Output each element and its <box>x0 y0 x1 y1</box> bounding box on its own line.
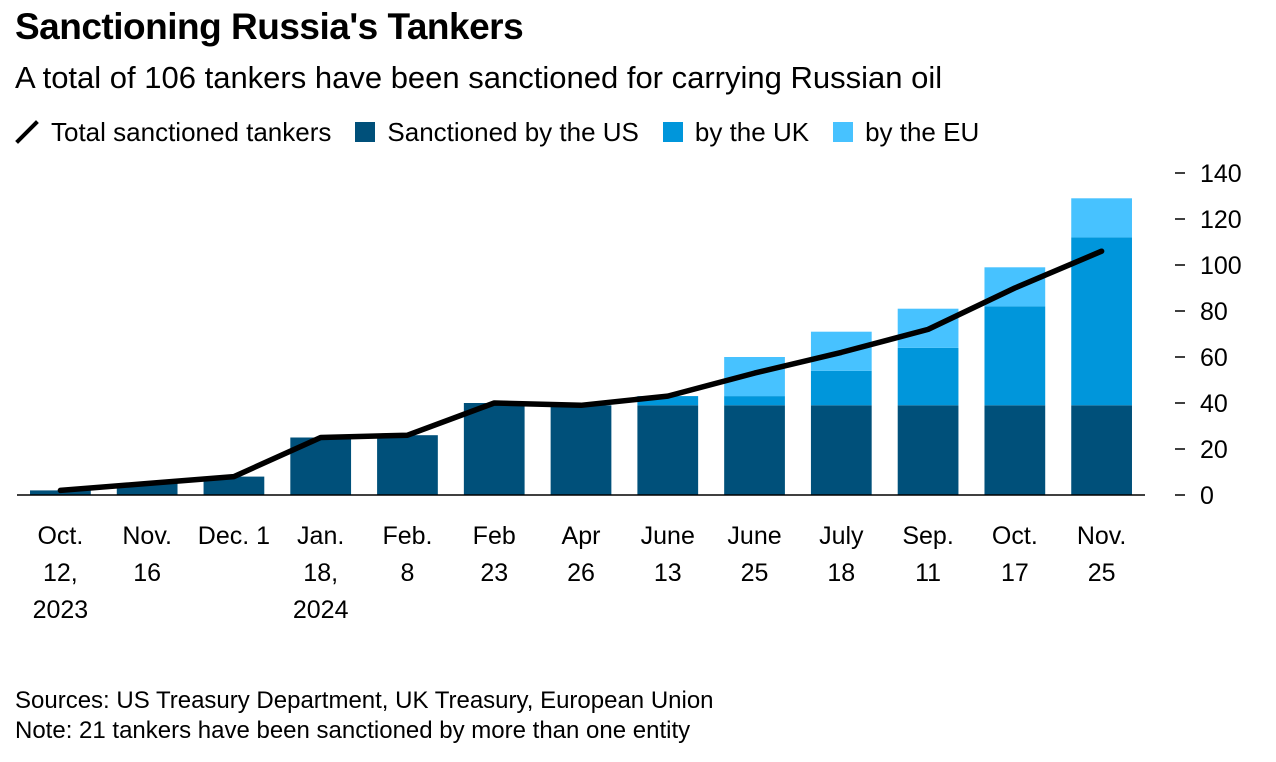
y-tick-label-80: 80 <box>1200 298 1228 326</box>
stacked-bar-chart: 0 20 40 60 80 100 120 140 Oct. 12, 2023 Nov. 16 Dec. … <box>17 160 1242 624</box>
legend-label-eu: by the EU <box>865 116 980 147</box>
bar-uk-9 <box>810 370 872 406</box>
x-tick-label-0-1: 12, <box>43 559 78 587</box>
bar-us-6 <box>550 405 612 495</box>
legend-item-total: Total sanctioned tankers <box>15 117 331 148</box>
legend-label-us: Sanctioned by the US <box>387 116 639 147</box>
y-tick-label-100: 100 <box>1200 252 1242 280</box>
x-tick-label-0-0: Oct. <box>37 522 83 550</box>
x-tick-label-3-0: Jan. <box>297 522 344 550</box>
bar-us-12 <box>1071 405 1132 495</box>
x-tick-label-8-0: June <box>727 522 781 550</box>
bar-us-1 <box>116 483 178 495</box>
chart-subtitle: A total of 106 tankers have been sanctio… <box>15 60 943 95</box>
x-tick-label-6-0: Apr <box>562 522 601 550</box>
bar-us-4 <box>377 435 438 495</box>
legend-label-total: Total sanctioned tankers <box>51 116 332 147</box>
x-tick-label-2-0: Dec. 1 <box>198 522 270 550</box>
x-tick-label-12-1: 25 <box>1088 559 1116 587</box>
x-tick-label-4-0: Feb. <box>382 522 432 550</box>
x-tick-label-11-1: 17 <box>1001 559 1029 587</box>
total-sanctioned-line <box>57 248 1105 494</box>
y-tick-label-120: 120 <box>1200 206 1242 234</box>
y-tick-label-20: 20 <box>1200 436 1228 464</box>
chart-title: Sanctioning Russia's Tankers <box>15 6 524 47</box>
x-tick-label-9-1: 18 <box>827 559 855 587</box>
x-tick-label-1-0: Nov. <box>122 522 172 550</box>
bar-uk-11 <box>984 306 1046 406</box>
x-tick-label-6-1: 26 <box>567 559 595 587</box>
x-tick-label-4-1: 8 <box>401 559 415 587</box>
bar-uk-8 <box>724 396 785 406</box>
x-tick-label-1-1: 16 <box>133 559 161 587</box>
bar-us-5 <box>463 403 525 495</box>
bar-eu-12 <box>1071 198 1132 238</box>
legend-swatch-uk <box>662 122 683 142</box>
x-tick-label-7-1: 13 <box>654 559 682 587</box>
x-tick-label-0-2: 2023 <box>33 596 89 624</box>
x-tick-label-10-0: Sep. <box>902 522 953 550</box>
legend-label-uk: by the UK <box>694 116 810 147</box>
x-tick-label-9-0: July <box>819 522 864 550</box>
x-tick-label-5-0: Feb <box>473 522 516 550</box>
y-tick-label-60: 60 <box>1200 344 1228 372</box>
y-tick-label-40: 40 <box>1200 390 1228 418</box>
bar-us-7 <box>637 405 699 495</box>
sources-note: Sources: US Treasury Department, UK Trea… <box>15 687 714 714</box>
y-tick-label-0: 0 <box>1200 482 1214 510</box>
bar-uk-12 <box>1071 237 1132 406</box>
x-tick-label-8-1: 25 <box>741 559 769 587</box>
x-tick-label-3-1: 18, <box>303 559 338 587</box>
x-tick-label-3-2: 2024 <box>293 596 349 624</box>
legend: Total sanctioned tankers Sanctioned by t… <box>15 115 1003 149</box>
x-tick-label-7-0: June <box>641 522 695 550</box>
x-tick-label-5-1: 23 <box>480 559 508 587</box>
bar-uk-7 <box>637 396 699 406</box>
bar-us-10 <box>897 405 959 495</box>
footnote: Note: 21 tankers have been sanctioned by… <box>15 717 691 744</box>
bar-us-8 <box>724 405 785 495</box>
bar-us-9 <box>810 405 872 495</box>
x-tick-label-10-1: 11 <box>915 559 941 587</box>
legend-swatch-us <box>355 122 376 142</box>
x-tick-label-12-0: Nov. <box>1077 522 1127 550</box>
y-tick-label-140: 140 <box>1200 160 1242 188</box>
bar-uk-10 <box>897 347 959 406</box>
bar-us-2 <box>203 476 265 495</box>
legend-item-us: Sanctioned by the US <box>355 117 639 148</box>
line-series-icon <box>15 120 39 144</box>
legend-item-eu: by the EU <box>833 117 979 148</box>
bar-us-11 <box>984 405 1046 495</box>
legend-swatch-eu <box>833 122 854 142</box>
legend-item-uk: by the UK <box>662 116 810 148</box>
x-tick-label-11-0: Oct. <box>992 522 1038 550</box>
